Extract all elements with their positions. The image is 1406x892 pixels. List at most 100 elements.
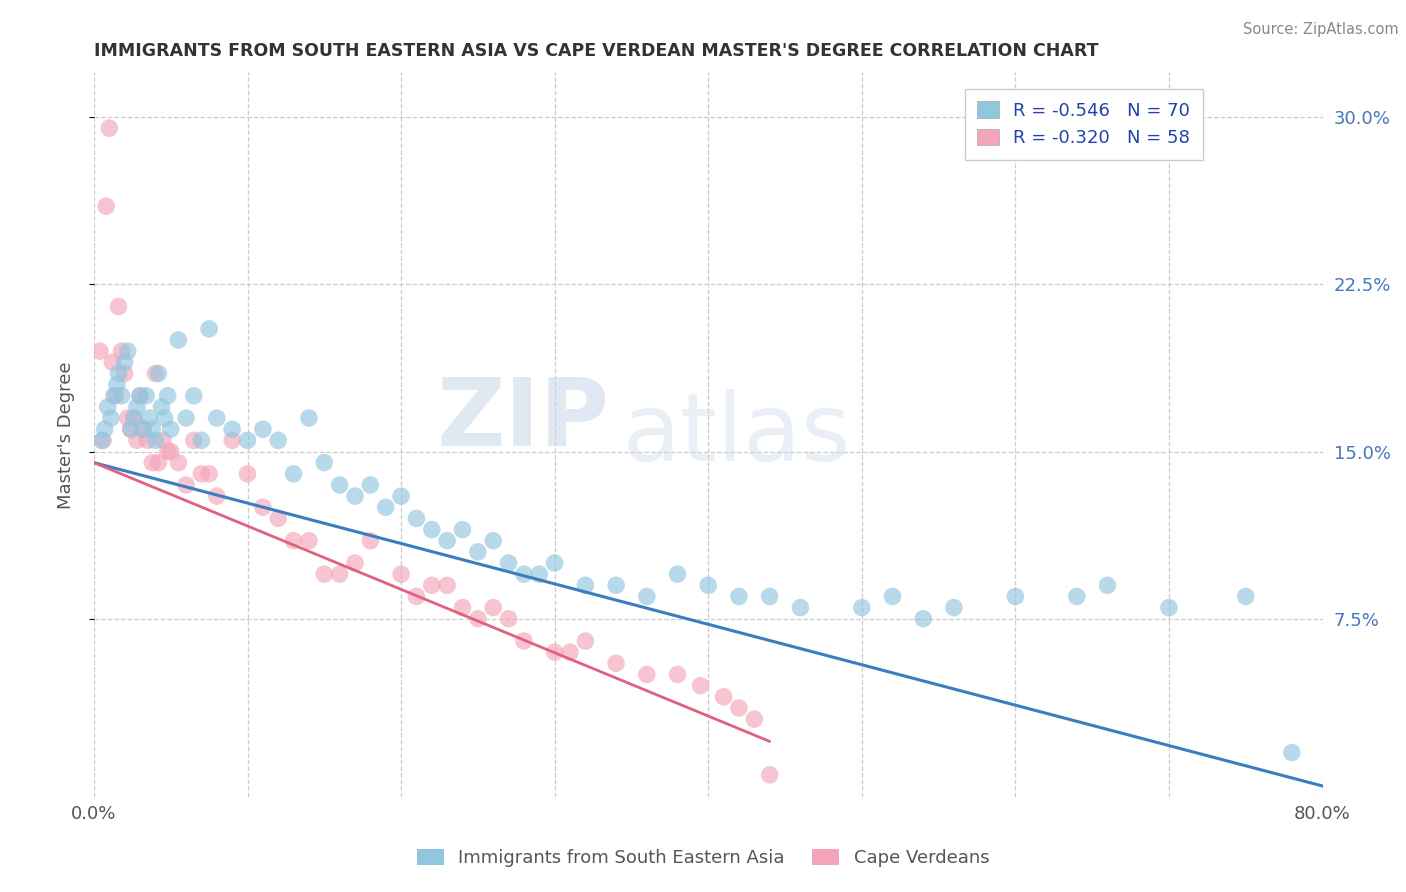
Point <box>174 411 197 425</box>
Point <box>482 600 505 615</box>
Point <box>636 667 658 681</box>
Point <box>159 444 181 458</box>
Point <box>236 434 259 448</box>
Point <box>1066 590 1088 604</box>
Point <box>105 377 128 392</box>
Point <box>167 456 190 470</box>
Point <box>97 400 120 414</box>
Point <box>141 456 163 470</box>
Point <box>183 434 205 448</box>
Point <box>498 612 520 626</box>
Point <box>689 679 711 693</box>
Point <box>529 567 551 582</box>
Point <box>420 578 443 592</box>
Point <box>156 444 179 458</box>
Point <box>314 567 336 582</box>
Point <box>359 478 381 492</box>
Point <box>174 478 197 492</box>
Point <box>156 389 179 403</box>
Point <box>851 600 873 615</box>
Point <box>107 367 129 381</box>
Point <box>666 567 689 582</box>
Point <box>150 400 173 414</box>
Point <box>882 590 904 604</box>
Point <box>153 411 176 425</box>
Point <box>697 578 720 592</box>
Point <box>405 511 427 525</box>
Point <box>1004 590 1026 604</box>
Point <box>314 456 336 470</box>
Point <box>728 701 751 715</box>
Text: IMMIGRANTS FROM SOUTH EASTERN ASIA VS CAPE VERDEAN MASTER'S DEGREE CORRELATION C: IMMIGRANTS FROM SOUTH EASTERN ASIA VS CA… <box>94 42 1098 60</box>
Point <box>374 500 396 515</box>
Point <box>91 434 114 448</box>
Point <box>482 533 505 548</box>
Point <box>198 322 221 336</box>
Point <box>190 434 212 448</box>
Point <box>451 523 474 537</box>
Point <box>1234 590 1257 604</box>
Point <box>605 657 627 671</box>
Point <box>728 590 751 604</box>
Point <box>467 612 489 626</box>
Point <box>129 389 152 403</box>
Point <box>135 389 157 403</box>
Point <box>1097 578 1119 592</box>
Point <box>558 645 581 659</box>
Point <box>343 556 366 570</box>
Point <box>389 567 412 582</box>
Point <box>543 556 565 570</box>
Point <box>574 634 596 648</box>
Point <box>117 344 139 359</box>
Point <box>498 556 520 570</box>
Point <box>159 422 181 436</box>
Point <box>120 422 142 436</box>
Point <box>205 489 228 503</box>
Point <box>100 411 122 425</box>
Point <box>343 489 366 503</box>
Point <box>513 634 536 648</box>
Point <box>183 389 205 403</box>
Point <box>125 400 148 414</box>
Point <box>89 344 111 359</box>
Point <box>125 434 148 448</box>
Point <box>543 645 565 659</box>
Legend: Immigrants from South Eastern Asia, Cape Verdeans: Immigrants from South Eastern Asia, Cape… <box>409 841 997 874</box>
Point <box>167 333 190 347</box>
Point <box>298 533 321 548</box>
Point <box>114 367 136 381</box>
Point <box>713 690 735 704</box>
Point <box>198 467 221 481</box>
Point <box>252 500 274 515</box>
Point <box>129 389 152 403</box>
Point <box>636 590 658 604</box>
Point <box>451 600 474 615</box>
Point <box>758 768 780 782</box>
Point <box>420 523 443 537</box>
Point <box>574 578 596 592</box>
Point <box>143 367 166 381</box>
Point <box>138 411 160 425</box>
Point <box>436 533 458 548</box>
Point <box>122 411 145 425</box>
Point <box>283 467 305 481</box>
Point <box>122 411 145 425</box>
Point <box>101 355 124 369</box>
Point <box>221 422 243 436</box>
Point <box>93 422 115 436</box>
Point <box>110 344 132 359</box>
Point <box>329 478 352 492</box>
Point <box>666 667 689 681</box>
Point <box>467 545 489 559</box>
Point <box>912 612 935 626</box>
Point <box>252 422 274 436</box>
Point <box>513 567 536 582</box>
Point <box>205 411 228 425</box>
Point <box>298 411 321 425</box>
Point <box>96 199 118 213</box>
Point <box>267 434 290 448</box>
Point <box>143 434 166 448</box>
Point <box>132 422 155 436</box>
Point <box>103 389 125 403</box>
Legend: R = -0.546   N = 70, R = -0.320   N = 58: R = -0.546 N = 70, R = -0.320 N = 58 <box>965 88 1204 160</box>
